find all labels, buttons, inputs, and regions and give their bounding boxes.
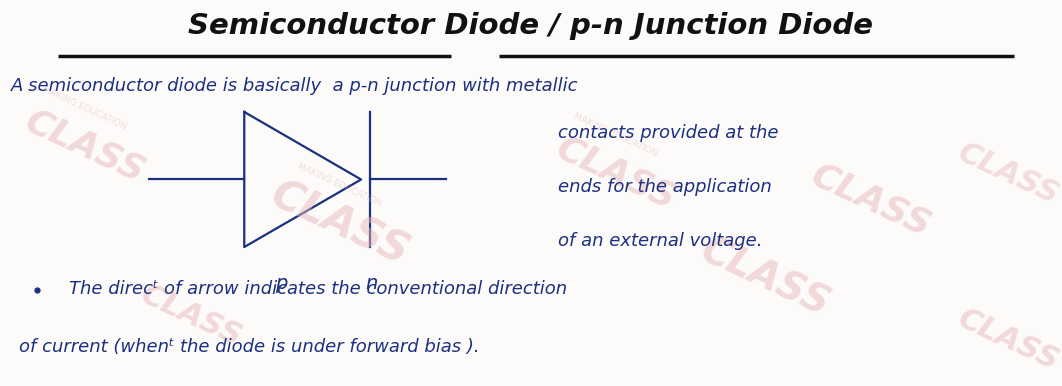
Text: CLASS: CLASS <box>954 304 1062 376</box>
Text: n: n <box>365 274 378 293</box>
Text: ends for the application: ends for the application <box>558 178 771 196</box>
Text: CLASS: CLASS <box>20 104 150 189</box>
Text: contacts provided at the: contacts provided at the <box>558 124 778 142</box>
Text: CLASS: CLASS <box>806 158 936 243</box>
Text: of an external voltage.: of an external voltage. <box>558 232 763 250</box>
Text: MAKING EDUCATION: MAKING EDUCATION <box>572 112 660 159</box>
Text: Semiconductor Diode / p-n Junction Diode: Semiconductor Diode / p-n Junction Diode <box>188 12 874 40</box>
Text: CLASS: CLASS <box>954 138 1062 210</box>
Text: MAKING EDUCATION: MAKING EDUCATION <box>41 85 129 132</box>
Text: CLASS: CLASS <box>264 174 415 274</box>
Text: CLASS: CLASS <box>695 232 835 324</box>
Text: of current (whenᵗ the diode is under forward bias ).: of current (whenᵗ the diode is under for… <box>19 338 480 356</box>
Text: The direcᵗ of arrow indicates the conventional direction: The direcᵗ of arrow indicates the conven… <box>69 280 567 298</box>
Text: A semiconductor diode is basically  a p-n junction with metallic: A semiconductor diode is basically a p-n… <box>11 77 578 95</box>
Text: CLASS: CLASS <box>136 281 246 352</box>
Text: MAKING EDUCATION: MAKING EDUCATION <box>296 162 383 209</box>
Text: CLASS: CLASS <box>551 131 681 216</box>
Text: p: p <box>275 274 288 293</box>
